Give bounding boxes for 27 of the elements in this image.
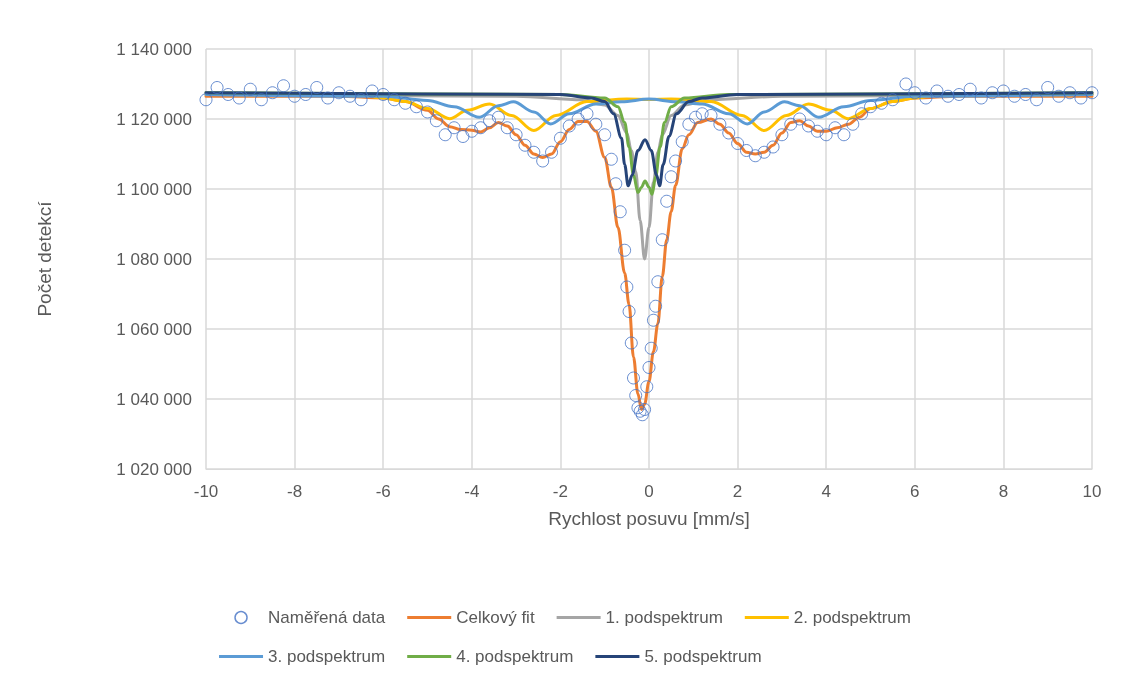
y-tick-label: 1 140 000 bbox=[116, 39, 192, 59]
x-tick-label: -4 bbox=[464, 482, 480, 501]
y-tick-label: 1 060 000 bbox=[116, 319, 192, 339]
y-tick-label: 1 100 000 bbox=[116, 179, 192, 199]
legend-label: 4. podspektrum bbox=[456, 647, 574, 666]
legend-label: 5. podspektrum bbox=[644, 647, 762, 666]
x-tick-label: 2 bbox=[732, 482, 743, 501]
x-tick-label: 8 bbox=[998, 482, 1009, 501]
y-tick-label: 1 040 000 bbox=[116, 389, 192, 409]
y-tick-label: 1 120 000 bbox=[116, 109, 192, 129]
y-tick-label: 1 080 000 bbox=[116, 249, 192, 269]
legend-label: 2. podspektrum bbox=[793, 608, 911, 627]
x-tick-label: -6 bbox=[375, 482, 391, 501]
legend-label: Celkový fit bbox=[456, 608, 535, 627]
x-tick-label: 4 bbox=[821, 482, 831, 501]
legend-label: 3. podspektrum bbox=[268, 647, 386, 666]
x-tick-label: -8 bbox=[287, 482, 303, 501]
x-axis-title: Rychlost posuvu [mm/s] bbox=[548, 508, 750, 529]
x-tick-label: 10 bbox=[1082, 482, 1102, 501]
x-tick-label: -2 bbox=[552, 482, 568, 501]
x-tick-label: 0 bbox=[644, 482, 654, 501]
legend-label: 1. podspektrum bbox=[605, 608, 723, 627]
x-tick-label: 6 bbox=[910, 482, 920, 501]
legend-label: Naměřená data bbox=[268, 608, 386, 627]
y-tick-label: 1 020 000 bbox=[116, 459, 192, 479]
x-tick-label: -10 bbox=[193, 482, 219, 501]
y-axis-title: Počet detekcí bbox=[34, 200, 55, 317]
